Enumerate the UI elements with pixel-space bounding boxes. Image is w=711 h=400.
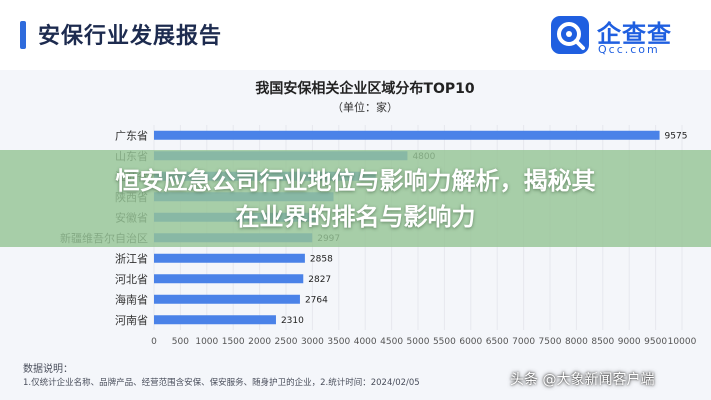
category-label: 河南省 (115, 314, 148, 327)
headline-line-2: 在业界的排名与影响力 (235, 203, 476, 231)
report-title: 安保行业发展报告 (38, 24, 223, 49)
headline-banner (0, 150, 711, 247)
x-tick-label: 5000 (407, 337, 430, 347)
report-header: 安保行业发展报告 企查查 Qcc.com (0, 0, 711, 70)
x-tick-label: 6500 (486, 337, 509, 347)
category-label: 河北省 (115, 273, 148, 286)
x-tick-label: 3500 (327, 337, 350, 347)
source-watermark: 头条 @大象新闻客户端 (510, 372, 655, 388)
x-tick-label: 9500 (644, 337, 667, 347)
headline-text: 恒安应急公司行业地位与影响力解析，揭秘其 在业界的排名与影响力 (0, 163, 711, 235)
chart-subtitle: （单位：家） (332, 100, 398, 114)
value-label: 2827 (308, 275, 331, 285)
value-label: 2310 (281, 316, 304, 326)
chart-title: 我国安保相关企业区域分布TOP10 (255, 80, 474, 97)
bar (154, 253, 305, 263)
x-tick-label: 1500 (222, 337, 245, 347)
x-tick-label: 10000 (668, 337, 697, 347)
headline-line-1: 恒安应急公司行业地位与影响力解析，揭秘其 (115, 167, 596, 195)
bar (154, 274, 304, 284)
notes-line: 1.仅统计企业名称、品牌产品、经营范围含安保、保安服务、随身护卫的企业，2.统计… (23, 378, 420, 388)
x-tick-label: 500 (172, 337, 189, 347)
logo-sub: Qcc.com (598, 43, 660, 56)
value-label: 2858 (310, 254, 333, 264)
category-label: 广东省 (115, 129, 148, 142)
x-tick-label: 2500 (275, 337, 298, 347)
logo-name: 企查查 (597, 20, 672, 48)
qcc-logo: 企查查 Qcc.com (551, 12, 691, 58)
bar (154, 294, 300, 304)
qcc-logo-icon (551, 16, 589, 54)
x-tick-label: 7500 (539, 337, 562, 347)
x-tick-label: 8000 (565, 337, 588, 347)
x-tick-label: 1000 (195, 337, 218, 347)
x-tick-label: 8500 (591, 337, 614, 347)
x-tick-label: 7000 (512, 337, 535, 347)
x-tick-label: 3000 (301, 337, 324, 347)
x-tick-label: 4000 (354, 337, 377, 347)
bar (154, 130, 660, 140)
x-tick-label: 9000 (618, 337, 641, 347)
value-label: 2764 (305, 295, 328, 305)
x-tick-label: 6000 (459, 337, 482, 347)
value-label: 9575 (665, 131, 688, 141)
x-axis-ticks: 0 500 1000 1500 2000 2500 3000 3500 4000 4500 5000… (151, 337, 696, 347)
x-tick-label: 2000 (248, 337, 271, 347)
notes-heading: 数据说明： (23, 364, 73, 375)
x-tick-label: 4500 (380, 337, 403, 347)
x-tick-label: 0 (151, 337, 157, 347)
bar (154, 315, 276, 325)
category-label: 浙江省 (115, 252, 148, 265)
x-tick-label: 5500 (433, 337, 456, 347)
header-accent-bar (20, 21, 26, 49)
category-label: 海南省 (115, 292, 148, 306)
